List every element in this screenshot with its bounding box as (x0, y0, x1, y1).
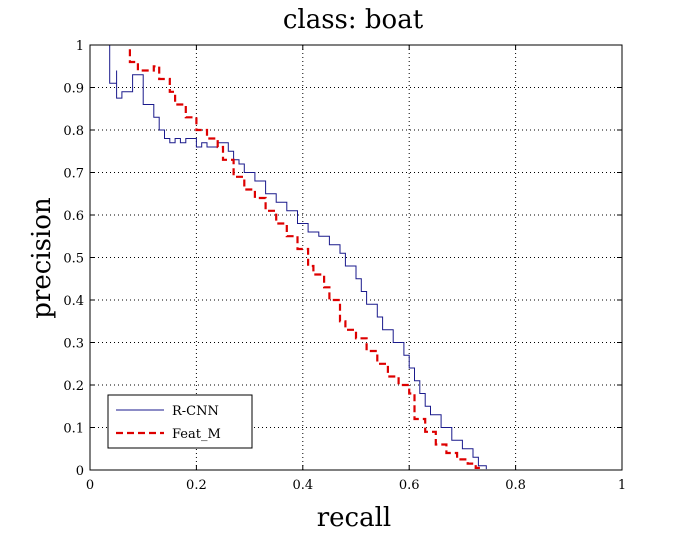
x-axis-ticks: 0 0.2 0.4 0.6 0.8 1 (86, 45, 626, 493)
plot-border (89, 44, 623, 471)
y-tick-label: 0.2 (63, 379, 84, 394)
y-tick-label: 0.1 (63, 422, 84, 437)
legend-box (107, 394, 253, 449)
x-tick-label: 1 (618, 478, 626, 493)
x-tick-label: 0 (86, 478, 94, 493)
x-tick-label: 0.4 (292, 478, 313, 493)
x-tick-label: 0.2 (186, 478, 207, 493)
y-tick-label: 0.8 (63, 124, 84, 139)
y-axis-label: precision (27, 197, 57, 319)
y-axis-ticks: 0 0.1 0.2 0.3 0.4 0.5 0.6 0.7 0.8 0.9 1 (63, 39, 622, 479)
y-tick-label: 0.3 (63, 337, 84, 352)
legend: R-CNN Feat_M (107, 394, 253, 449)
y-tick-label: 1 (76, 39, 84, 54)
y-tick-label: 0.4 (63, 294, 84, 309)
series-line-r-cnn (109, 45, 487, 470)
x-tick-label: 0.8 (505, 478, 526, 493)
x-tick-label: 0.6 (399, 478, 420, 493)
legend-label-feat-m: Feat_M (172, 427, 221, 442)
y-tick-label: 0.5 (63, 252, 84, 267)
chart-title: class: boat (283, 5, 424, 35)
y-tick-label: 0.9 (63, 82, 84, 97)
y-tick-label: 0.6 (63, 209, 84, 224)
series-group (109, 45, 487, 470)
x-axis-label: recall (317, 503, 392, 533)
legend-label-r-cnn: R-CNN (172, 404, 219, 419)
y-tick-label: 0.7 (63, 167, 84, 182)
y-tick-label: 0 (76, 464, 84, 479)
series-line-feat-m (128, 49, 481, 469)
